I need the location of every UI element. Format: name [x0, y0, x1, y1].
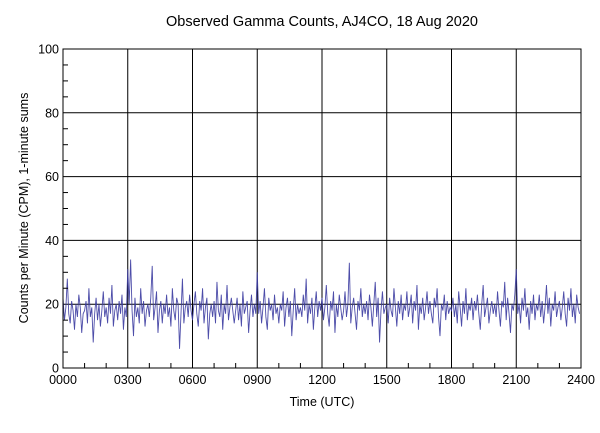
y-tick-label: 100 [38, 43, 59, 57]
axis-ticks: 0000 0300 0600 0900 1200 1500 1800 2100 2400 0 20 4… [38, 43, 595, 388]
x-tick-label: 2100 [502, 373, 530, 387]
x-axis-label: Time (UTC) [290, 395, 355, 409]
x-tick-label: 1800 [438, 373, 466, 387]
x-tick-label: 0300 [114, 373, 142, 387]
plot-frame [62, 48, 582, 369]
series-line-cpm [62, 259, 580, 349]
y-tick-label: 20 [45, 298, 59, 312]
data-series [62, 259, 580, 349]
y-tick-label: 0 [52, 362, 59, 376]
x-tick-label: 0900 [243, 373, 271, 387]
y-tick-label: 80 [45, 106, 59, 120]
chart-title: Observed Gamma Counts, AJ4CO, 18 Aug 202… [166, 14, 478, 30]
x-tick-label: 0600 [179, 373, 207, 387]
x-tick-label: 1500 [373, 373, 401, 387]
x-tick-label: 0000 [49, 373, 77, 387]
x-tick-label: 1200 [308, 373, 336, 387]
grid-lines [63, 49, 581, 368]
y-tick-label: 60 [45, 170, 59, 184]
y-axis-label: Counts per Minute (CPM), 1-minute sums [17, 93, 31, 324]
y-tick-label: 40 [45, 234, 59, 248]
x-tick-label: 2400 [567, 373, 595, 387]
